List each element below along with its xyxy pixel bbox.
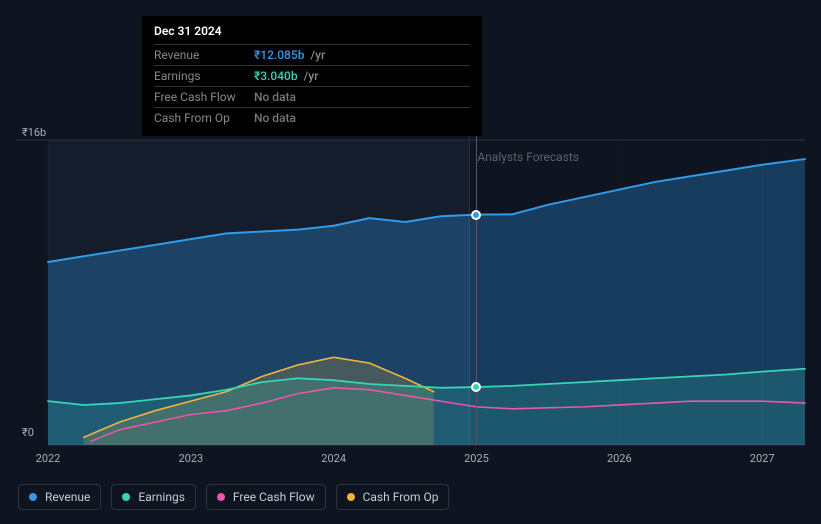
legend-item-cash-from-op[interactable]: Cash From Op	[336, 484, 450, 510]
tooltip-metric-label: Earnings	[154, 69, 244, 83]
tooltip-metric-label: Cash From Op	[154, 111, 244, 125]
hover-crosshair	[476, 120, 477, 445]
legend-label: Free Cash Flow	[233, 490, 315, 504]
tooltip-row: Cash From Op No data	[154, 107, 470, 128]
legend-label: Earnings	[138, 490, 185, 504]
x-tick-label: 2024	[321, 452, 346, 465]
legend-dot-icon	[29, 493, 37, 501]
legend-item-revenue[interactable]: Revenue	[18, 484, 101, 510]
legend-label: Revenue	[45, 490, 90, 504]
tooltip-row: Earnings ₹3.040b /yr	[154, 65, 470, 86]
legend-label: Cash From Op	[363, 490, 439, 504]
tooltip-metric-label: Free Cash Flow	[154, 90, 244, 104]
x-tick-label: 2025	[464, 452, 489, 465]
tooltip-metric-value: ₹12.085b /yr	[254, 48, 325, 62]
legend-dot-icon	[217, 493, 225, 501]
chart-tooltip: Dec 31 2024 Revenue ₹12.085b /yr Earnings ₹…	[142, 16, 482, 136]
tooltip-date: Dec 31 2024	[154, 24, 470, 38]
tooltip-metric-value: No data	[254, 90, 296, 104]
tooltip-metric-label: Revenue	[154, 48, 244, 62]
x-tick-label: 2026	[607, 452, 632, 465]
tooltip-metric-value: No data	[254, 111, 296, 125]
tooltip-row: Free Cash Flow No data	[154, 86, 470, 107]
legend-item-free-cash-flow[interactable]: Free Cash Flow	[206, 484, 326, 510]
tooltip-row: Revenue ₹12.085b /yr	[154, 44, 470, 65]
chart-legend: Revenue Earnings Free Cash Flow Cash From O…	[18, 484, 449, 510]
tooltip-metric-value: ₹3.040b /yr	[254, 69, 318, 83]
legend-dot-icon	[347, 493, 355, 501]
x-tick-label: 2027	[750, 452, 775, 465]
legend-dot-icon	[122, 493, 130, 501]
financials-forecast-chart: ₹16b ₹0 Past Analysts Forecasts 20222023…	[0, 0, 821, 524]
x-tick-label: 2023	[178, 452, 203, 465]
hover-marker-revenue	[471, 210, 481, 220]
legend-item-earnings[interactable]: Earnings	[111, 484, 196, 510]
hover-marker-earnings	[471, 382, 481, 392]
x-tick-label: 2022	[36, 452, 61, 465]
